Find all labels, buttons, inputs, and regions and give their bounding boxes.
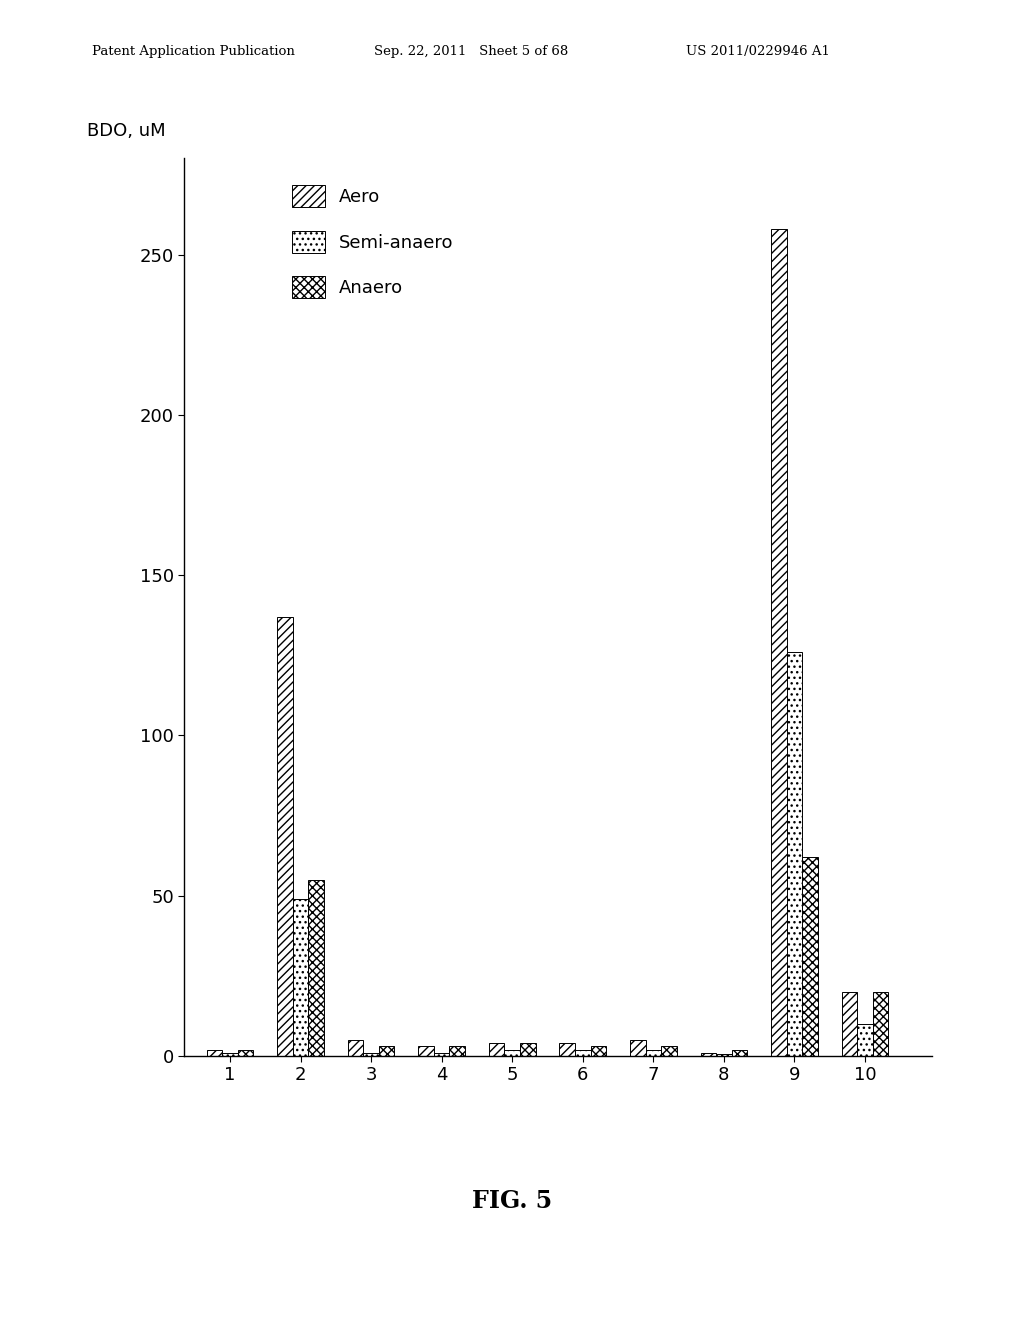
Bar [591,1047,606,1056]
Bar [505,1049,520,1056]
Bar [419,1047,434,1056]
Bar [489,1043,505,1056]
Bar [450,1047,465,1056]
Bar [872,991,888,1056]
Bar [700,1053,716,1056]
Bar [379,1047,394,1056]
Bar [559,1043,575,1056]
Bar [662,1047,677,1056]
Bar [630,1040,645,1056]
Bar [278,616,293,1056]
Text: FIG. 5: FIG. 5 [472,1189,552,1213]
Bar [238,1049,253,1056]
Text: US 2011/0229946 A1: US 2011/0229946 A1 [686,45,830,58]
Bar [842,991,857,1056]
Bar [802,857,817,1056]
Bar [364,1053,379,1056]
Bar [645,1049,662,1056]
Text: BDO, uM: BDO, uM [87,123,166,140]
Bar [293,899,308,1056]
Bar [207,1049,222,1056]
Bar [520,1043,536,1056]
Bar [348,1040,364,1056]
Bar [786,652,802,1056]
Legend: Aero, Semi-anaero, Anaero: Aero, Semi-anaero, Anaero [283,177,463,308]
Bar [434,1053,450,1056]
Bar [308,879,324,1056]
Text: Sep. 22, 2011   Sheet 5 of 68: Sep. 22, 2011 Sheet 5 of 68 [374,45,568,58]
Bar [222,1053,238,1056]
Text: Patent Application Publication: Patent Application Publication [92,45,295,58]
Bar [575,1049,591,1056]
Bar [716,1055,731,1056]
Bar [857,1024,872,1056]
Bar [731,1049,748,1056]
Bar [771,228,786,1056]
